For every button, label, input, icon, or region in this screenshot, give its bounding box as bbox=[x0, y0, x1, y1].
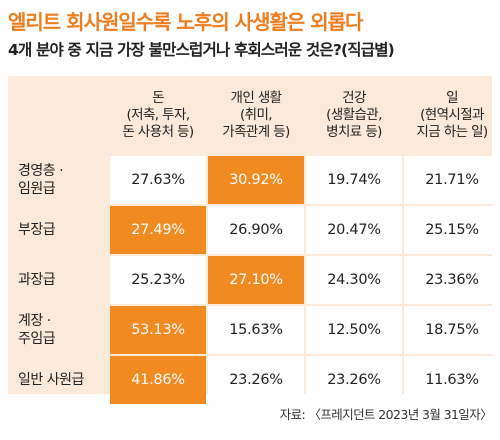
column-header-line: 지금 하는 일) bbox=[416, 123, 488, 140]
column-header-line: 돈 사용처 등) bbox=[122, 123, 194, 140]
value-cell: 26.90% bbox=[208, 206, 304, 254]
value-cell: 25.23% bbox=[110, 256, 206, 304]
value-cell: 11.63% bbox=[404, 356, 500, 404]
value-cell: 23.36% bbox=[404, 256, 500, 304]
column-header-line: 병치료 등) bbox=[326, 123, 382, 140]
value-cell: 27.63% bbox=[110, 156, 206, 204]
value-cell: 41.86% bbox=[110, 356, 206, 404]
row-label-line: 계장 · bbox=[18, 313, 51, 329]
column-header-line: (생활습관, bbox=[326, 106, 382, 123]
row-label: 경영층 · 임원급 bbox=[18, 162, 64, 198]
value-cell: 19.74% bbox=[306, 156, 402, 204]
column-header: 돈 (저축, 투자, 돈 사용처 등) bbox=[110, 76, 206, 154]
value-cell: 24.30% bbox=[306, 256, 402, 304]
row-label-line: 일반 사원급 bbox=[18, 372, 84, 388]
value-cell: 23.26% bbox=[306, 356, 402, 404]
column-header-line: (저축, 투자, bbox=[126, 106, 190, 123]
row-label-line: 주임급 bbox=[18, 331, 56, 347]
value-cell: 53.13% bbox=[110, 306, 206, 354]
value-cell: 27.49% bbox=[110, 206, 206, 254]
value-cell: 21.71% bbox=[404, 156, 500, 204]
value-cell: 27.10% bbox=[208, 256, 304, 304]
row-label: 계장 · 주임급 bbox=[18, 312, 56, 348]
column-header: 건강 (생활습관, 병치료 등) bbox=[306, 76, 402, 154]
row-header: 부장급 bbox=[8, 206, 108, 254]
column-header-line: (현역시절과 bbox=[420, 106, 484, 123]
value-cell: 20.47% bbox=[306, 206, 402, 254]
column-header-line: 돈 bbox=[152, 89, 164, 106]
value-cell: 23.26% bbox=[208, 356, 304, 404]
row-header: 계장 · 주임급 bbox=[8, 306, 108, 354]
value-cell: 18.75% bbox=[404, 306, 500, 354]
chart-title: 엘리트 회사원일수록 노후의 사생활은 외롭다 bbox=[8, 10, 363, 34]
value-cell: 12.50% bbox=[306, 306, 402, 354]
column-header-line: 일 bbox=[446, 89, 458, 106]
column-header-line: (취미, bbox=[240, 106, 273, 123]
value-cell: 25.15% bbox=[404, 206, 500, 254]
value-cell: 30.92% bbox=[208, 156, 304, 204]
row-label: 일반 사원급 bbox=[18, 371, 84, 389]
row-header: 과장급 bbox=[8, 256, 108, 304]
column-header-line: 가족관계 등) bbox=[222, 123, 290, 140]
row-header: 일반 사원급 bbox=[8, 356, 108, 404]
column-header-line: 건강 bbox=[342, 89, 366, 106]
column-header: 개인 생활 (취미, 가족관계 등) bbox=[208, 76, 304, 154]
row-label: 부장급 bbox=[18, 221, 56, 239]
row-label-line: 과장급 bbox=[18, 272, 56, 288]
chart-subtitle: 4개 분야 중 지금 가장 불만스럽거나 후회스러운 것은?(직급별) bbox=[8, 41, 395, 59]
row-label: 과장급 bbox=[18, 271, 56, 289]
value-cell: 15.63% bbox=[208, 306, 304, 354]
source-note: 자료: 〈프레지던트 2023년 3월 31일자〉 bbox=[279, 407, 493, 422]
column-header: 일 (현역시절과 지금 하는 일) bbox=[404, 76, 500, 154]
row-label-line: 임원급 bbox=[18, 181, 56, 197]
column-header-line: 개인 생활 bbox=[230, 89, 283, 106]
row-label-line: 부장급 bbox=[18, 222, 56, 238]
row-label-line: 경영층 · bbox=[18, 163, 64, 179]
data-table: 돈 (저축, 투자, 돈 사용처 등) 개인 생활 (취미, 가족관계 등) 건강 (생활습관… bbox=[8, 76, 500, 404]
row-header: 경영층 · 임원급 bbox=[8, 156, 108, 204]
